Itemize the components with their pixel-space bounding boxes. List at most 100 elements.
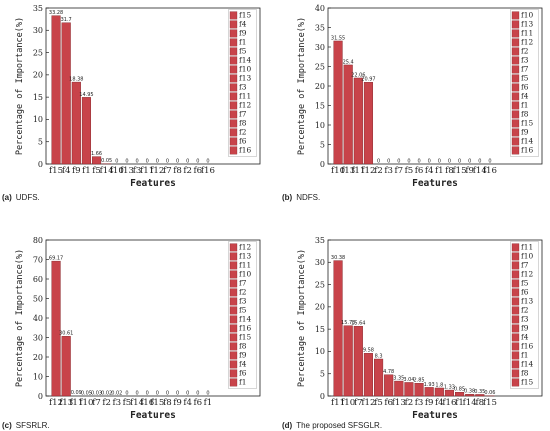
x-tick-label: f14 — [463, 398, 478, 408]
legend-entry: f8 — [239, 341, 247, 350]
legend-swatch — [511, 243, 520, 252]
data-label: 0 — [196, 158, 199, 164]
legend-entry: f10 — [239, 269, 251, 278]
legend-swatch — [229, 56, 238, 65]
data-label: 1.33 — [444, 384, 455, 390]
data-label: 0 — [135, 158, 138, 164]
data-label: 15.64 — [351, 321, 365, 327]
legend-swatch — [511, 146, 520, 155]
legend-entry: f5 — [239, 46, 247, 55]
legend-swatch — [511, 333, 520, 342]
data-label: 0 — [196, 390, 199, 396]
y-tick-label: 5 — [320, 140, 325, 149]
x-tick-label: f1 — [204, 398, 213, 408]
bar — [384, 374, 394, 397]
panel-caption-label: (a) — [2, 193, 12, 202]
legend-entry: f5 — [521, 278, 529, 287]
data-label: 0.06 — [484, 390, 495, 396]
data-label: 1.8 — [435, 382, 443, 388]
legend-swatch — [511, 119, 520, 128]
y-tick-label: 0 — [38, 160, 43, 169]
x-tick-label: f8 — [173, 166, 182, 176]
data-label: 0.02 — [111, 390, 122, 396]
data-label: 0 — [146, 158, 149, 164]
data-label: 0 — [206, 158, 209, 164]
panel-caption-label: (d) — [282, 421, 293, 430]
legend-swatch — [229, 252, 238, 261]
y-tick-label: 5 — [38, 138, 43, 147]
data-label: 0 — [186, 390, 189, 396]
x-tick-label: f5 — [374, 398, 383, 408]
legend-swatch — [229, 20, 238, 29]
x-tick-label: f16 — [483, 166, 497, 176]
x-tick-label: f7 — [163, 166, 172, 176]
data-label: 22.06 — [351, 72, 365, 78]
data-label: 0.09 — [71, 390, 82, 396]
bar — [455, 392, 465, 397]
data-label: 0.85 — [454, 387, 465, 393]
legend-swatch — [511, 360, 520, 369]
bar — [333, 40, 343, 165]
legend-entry: f14 — [239, 55, 251, 64]
data-label: 0 — [135, 390, 138, 396]
x-tick-label: f7 — [92, 398, 101, 408]
y-tick-label: 10 — [315, 121, 325, 130]
x-tick-label: f12 — [49, 398, 63, 408]
x-tick-label: f15 — [49, 166, 63, 176]
data-label: 0.02 — [101, 390, 112, 396]
legend-swatch — [511, 128, 520, 137]
data-label: 0 — [156, 158, 159, 164]
data-label: 0 — [166, 158, 169, 164]
data-label: 25.4 — [343, 59, 354, 65]
x-tick-label: f4 — [62, 166, 71, 176]
legend-entry: f4 — [521, 332, 529, 341]
legend-entry: f11 — [521, 242, 533, 251]
legend-entry: f14 — [239, 314, 251, 323]
legend-swatch — [511, 92, 520, 101]
panel-caption-label: (b) — [282, 193, 293, 202]
bar — [71, 81, 81, 165]
panel-caption: (d) The proposed SFSGLR. — [282, 421, 382, 430]
legend-entry: f13 — [521, 19, 533, 28]
legend-swatch — [511, 306, 520, 315]
legend-entry: f8 — [521, 109, 529, 118]
bar — [374, 358, 384, 397]
legend-swatch — [229, 333, 238, 342]
legend-swatch — [511, 315, 520, 324]
legend-entry: f14 — [521, 359, 533, 368]
y-tick-label: 30 — [33, 333, 43, 342]
legend-entry: f12 — [239, 242, 251, 251]
bar — [363, 353, 373, 397]
y-tick-label: 40 — [33, 314, 43, 323]
legend-entry: f13 — [521, 296, 533, 305]
legend-entry: f15 — [239, 10, 251, 19]
y-axis-label: Percentage of Importance(%) — [15, 17, 25, 155]
x-tick-label: f7 — [394, 166, 403, 176]
legend-entry: f3 — [239, 296, 247, 305]
legend-swatch — [229, 261, 238, 270]
y-tick-label: 25 — [33, 48, 43, 57]
legend-entry: f1 — [521, 100, 528, 109]
data-label: 2.85 — [413, 378, 424, 384]
data-label: 0 — [488, 158, 491, 164]
y-tick-label: 35 — [33, 4, 43, 13]
chart-panel-1: 0 5 10 15 20 25 30 35 33.28 f15 31.7 f4 18.38 f9 14.95… — [2, 4, 261, 202]
legend-swatch — [229, 65, 238, 74]
data-label: 31.55 — [331, 35, 345, 41]
y-tick-label: 0 — [320, 160, 325, 169]
x-tick-label: f13 — [120, 166, 134, 176]
data-label: 0.05 — [101, 158, 112, 164]
x-tick-label: f13 — [392, 398, 406, 408]
legend-entry: f10 — [521, 10, 533, 19]
x-tick-label: f4 — [425, 166, 434, 176]
panel-caption-text: The proposed SFSGLR. — [296, 421, 382, 430]
x-axis-label: Features — [130, 410, 176, 421]
data-label: 0.03 — [91, 390, 102, 396]
chart-panel-2: 051015202530354031.55f1025.4f1322.06f112… — [282, 4, 543, 202]
y-tick-label: 30 — [315, 258, 325, 267]
bar — [51, 15, 61, 165]
x-tick-label: f13 — [341, 166, 355, 176]
legend-swatch — [229, 279, 238, 288]
data-label: 0 — [125, 390, 128, 396]
x-tick-label: f5 — [123, 398, 132, 408]
